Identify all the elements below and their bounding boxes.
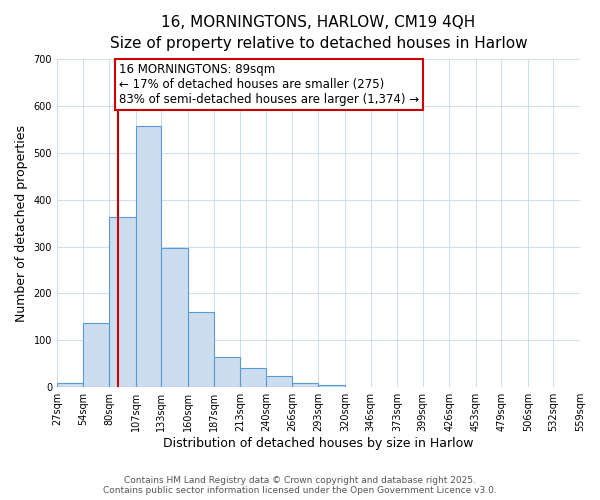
Bar	[266, 376, 292, 387]
Y-axis label: Number of detached properties: Number of detached properties	[15, 124, 28, 322]
Bar	[161, 248, 188, 387]
Bar	[109, 217, 136, 387]
Text: 16 MORNINGTONS: 89sqm
← 17% of detached houses are smaller (275)
83% of semi-det: 16 MORNINGTONS: 89sqm ← 17% of detached …	[119, 63, 419, 106]
Bar	[136, 126, 161, 387]
Bar	[188, 312, 214, 387]
Bar	[292, 382, 319, 387]
Bar	[57, 384, 83, 387]
Bar	[83, 322, 109, 387]
Text: Contains HM Land Registry data © Crown copyright and database right 2025.
Contai: Contains HM Land Registry data © Crown c…	[103, 476, 497, 495]
Bar	[240, 368, 266, 387]
Bar	[214, 356, 240, 387]
Bar	[319, 385, 345, 387]
X-axis label: Distribution of detached houses by size in Harlow: Distribution of detached houses by size …	[163, 437, 474, 450]
Title: 16, MORNINGTONS, HARLOW, CM19 4QH
Size of property relative to detached houses i: 16, MORNINGTONS, HARLOW, CM19 4QH Size o…	[110, 15, 527, 51]
